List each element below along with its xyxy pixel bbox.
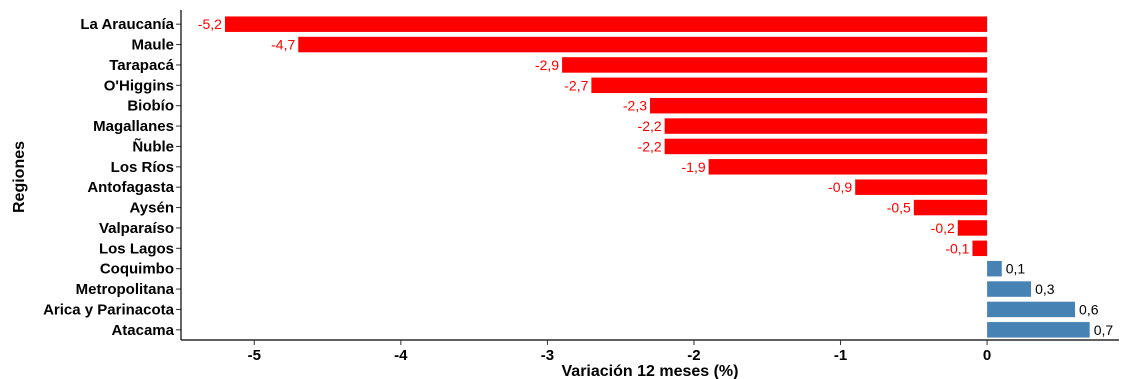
bars-group <box>224 16 1090 338</box>
bar-0 <box>224 16 988 32</box>
y-tick-label-0: La Araucanía <box>80 16 174 33</box>
bar-3 <box>591 77 988 94</box>
data-label-15: 0,7 <box>1094 322 1114 338</box>
x-tick-label-1: -4 <box>394 347 408 364</box>
x-axis-title: Variación 12 meses (%) <box>562 363 739 379</box>
y-tick-label-5: Magallanes <box>93 118 174 135</box>
x-tick-label-3: -2 <box>687 347 700 364</box>
x-tick-label-4: -1 <box>834 347 847 364</box>
y-tick-label-3: O'Higgins <box>104 77 174 94</box>
data-label-2: -2,9 <box>535 57 559 73</box>
x-tick-label-2: -3 <box>541 347 554 364</box>
y-tick-label-12: Coquimbo <box>100 261 174 278</box>
bar-9 <box>913 199 988 216</box>
y-tick-label-13: Metropolitana <box>76 281 175 298</box>
data-label-13: 0,3 <box>1035 281 1055 297</box>
data-label-14: 0,6 <box>1079 301 1099 317</box>
bar-1 <box>298 36 988 53</box>
y-axis: La Araucanía Maule Tarapacá O'Higgins Biobío… <box>43 10 182 340</box>
y-tick-label-4: Biobío <box>127 98 174 115</box>
y-tick-label-6: Ñuble <box>132 137 174 155</box>
bar-4 <box>650 97 988 114</box>
bar-8 <box>855 179 988 195</box>
y-tick-label-11: Los Lagos <box>99 240 174 257</box>
bar-15 <box>987 322 1090 338</box>
x-axis: -5 -4 -3 -2 -1 0 <box>181 339 1119 364</box>
data-label-5: -2,2 <box>638 118 662 134</box>
bar-13 <box>987 281 1032 297</box>
bar-12 <box>987 260 1002 277</box>
data-label-1: -4,7 <box>271 37 295 53</box>
data-label-7: -1,9 <box>682 159 706 175</box>
x-tick-label-0: -5 <box>248 347 261 364</box>
data-label-9: -0,5 <box>887 200 911 216</box>
y-tick-label-14: Arica y Parinacota <box>43 301 175 318</box>
y-tick-label-7: Los Ríos <box>111 159 174 176</box>
y-axis-title: Regiones <box>11 141 28 213</box>
data-label-11: -0,1 <box>945 240 969 256</box>
data-label-3: -2,7 <box>564 77 588 93</box>
y-tick-label-15: Atacama <box>111 322 174 339</box>
bar-5 <box>664 118 988 134</box>
data-label-10: -0,2 <box>931 220 955 236</box>
data-labels-group: -5,2 -4,7 -2,9 -2,7 -2,3 -2,2 -2,2 -1,9 -0,9 -0,5… <box>198 16 1114 338</box>
x-tick-label-5: 0 <box>983 347 991 364</box>
bar-6 <box>664 138 988 155</box>
data-label-12: 0,1 <box>1006 261 1026 277</box>
y-tick-label-10: Valparaíso <box>99 220 174 237</box>
data-label-0: -5,2 <box>198 16 222 32</box>
bar-11 <box>972 240 988 257</box>
y-tick-label-1: Maule <box>131 37 174 54</box>
data-label-6: -2,2 <box>638 138 662 154</box>
data-label-4: -2,3 <box>623 98 647 114</box>
y-tick-label-9: Aysén <box>130 200 174 217</box>
bar-7 <box>708 159 988 175</box>
bar-14 <box>987 301 1076 318</box>
y-tick-label-8: Antofagasta <box>87 179 174 196</box>
data-label-8: -0,9 <box>828 179 852 195</box>
y-tick-label-2: Tarapacá <box>109 57 174 74</box>
bar-2 <box>562 57 988 73</box>
bar-10 <box>957 220 988 236</box>
